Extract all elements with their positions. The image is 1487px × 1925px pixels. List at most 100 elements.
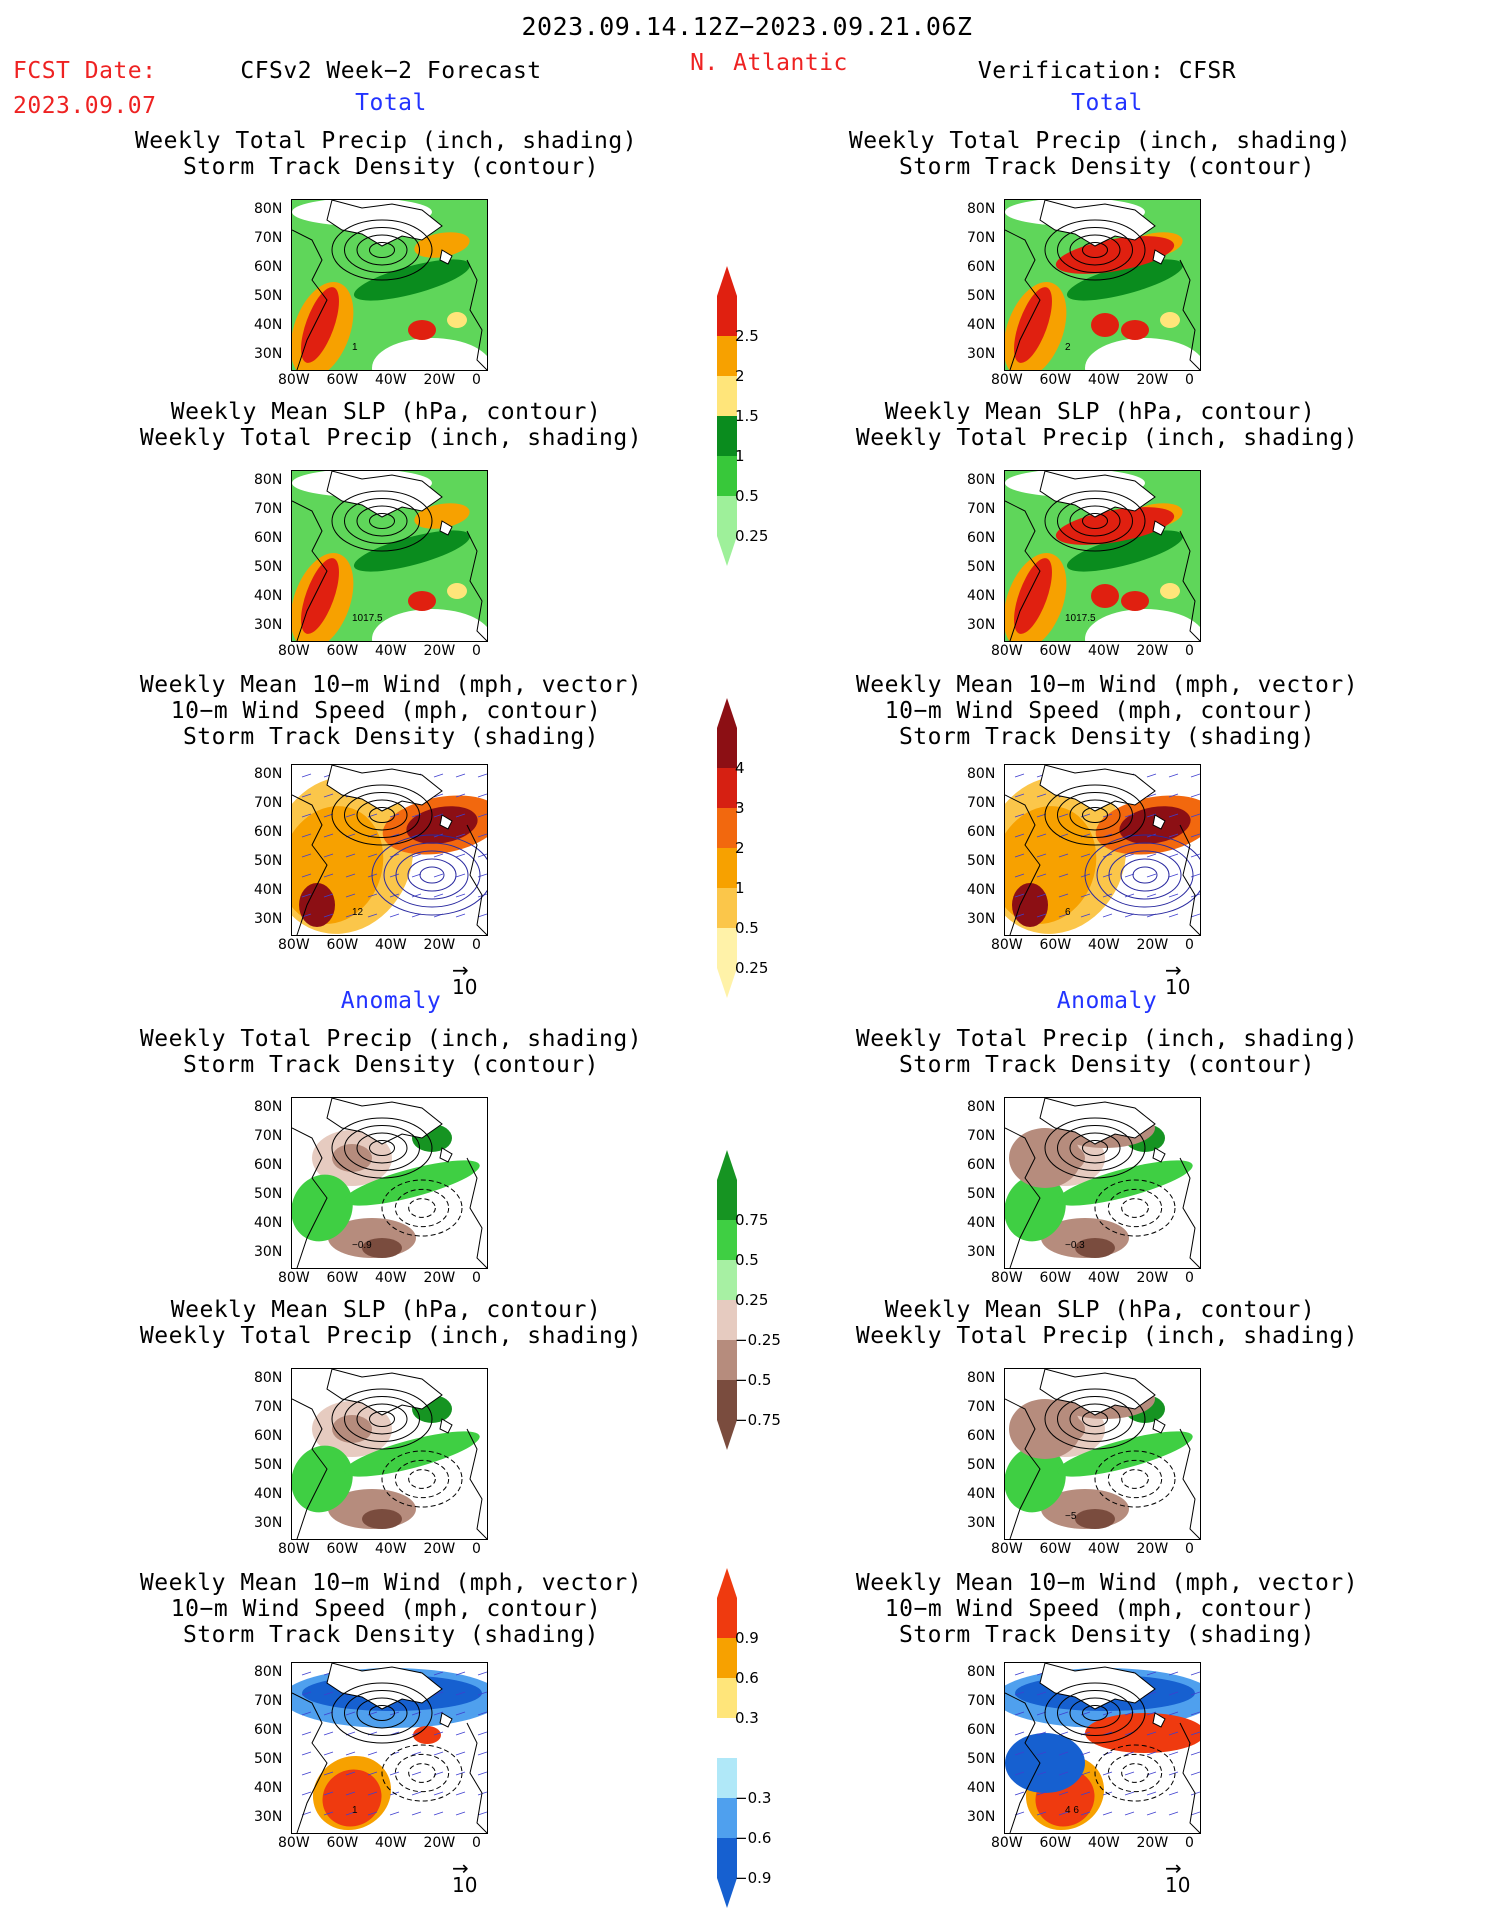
lon-tick-label: 0 bbox=[472, 1270, 481, 1286]
wind-vector bbox=[1080, 1751, 1091, 1756]
wind-vector bbox=[345, 1791, 356, 1796]
wind-vector bbox=[411, 1811, 422, 1816]
lon-tick-label: 0 bbox=[472, 1541, 481, 1557]
precip-max bbox=[408, 591, 436, 611]
colorbar-segment bbox=[717, 336, 737, 376]
lat-tick-label: 80N bbox=[967, 1370, 996, 1386]
wind-vector bbox=[345, 813, 356, 818]
lon-tick-label: 20W bbox=[423, 643, 456, 659]
lon-tick-label: 20W bbox=[423, 937, 456, 953]
contour-label: 1 bbox=[352, 342, 358, 353]
lon-tick-label: 60W bbox=[326, 643, 359, 659]
colorbar-tick-label: 0.25 bbox=[735, 959, 769, 977]
precip-max bbox=[1160, 583, 1180, 599]
precip-band bbox=[353, 530, 471, 572]
wind-vector bbox=[1168, 1731, 1179, 1736]
wind-vector bbox=[1146, 1731, 1157, 1736]
europe-africa-coastline bbox=[466, 530, 487, 641]
contour-line bbox=[356, 234, 408, 266]
wind-vector bbox=[1036, 1791, 1047, 1796]
ob-wind-title-3: Storm Track Density (shading) bbox=[898, 724, 1316, 750]
colorbar-segment bbox=[717, 848, 737, 888]
wind-vector bbox=[323, 853, 334, 858]
oa-slp-title-1: Weekly Mean SLP (hPa, contour) bbox=[884, 1297, 1316, 1323]
precip-max bbox=[1121, 320, 1149, 340]
wind-vector bbox=[1190, 773, 1200, 778]
wind-vector bbox=[1146, 873, 1157, 878]
colorbar-segment bbox=[717, 928, 737, 968]
dry-area bbox=[1085, 609, 1200, 641]
wind-vector bbox=[1014, 1771, 1025, 1776]
north-america-coastline bbox=[1005, 1692, 1041, 1833]
wind-vector bbox=[323, 1691, 334, 1696]
lat-tick-label: 80N bbox=[254, 201, 283, 217]
lat-tick-label: 60N bbox=[967, 824, 996, 840]
contour-label: 12 bbox=[352, 907, 364, 918]
lat-tick-label: 40N bbox=[967, 588, 996, 604]
fc-wind-title-1: Weekly Mean 10−m Wind (mph, vector) bbox=[139, 672, 643, 698]
lat-tick-label: 80N bbox=[967, 766, 996, 782]
wind-vector bbox=[411, 1791, 422, 1796]
wind-vector bbox=[345, 913, 356, 918]
europe-africa-coastline bbox=[1179, 259, 1200, 370]
contour-line bbox=[1082, 242, 1108, 258]
wind-vector bbox=[389, 1771, 400, 1776]
lat-tick-label: 50N bbox=[967, 559, 996, 575]
contour-line bbox=[369, 1705, 395, 1721]
wind-vector bbox=[433, 1691, 444, 1696]
lat-tick-label: 60N bbox=[254, 824, 283, 840]
lat-tick-label: 80N bbox=[254, 1664, 283, 1680]
colorbar-segment bbox=[717, 456, 737, 496]
colorbar-segment bbox=[717, 1798, 737, 1838]
lon-tick-label: 80W bbox=[991, 1541, 1023, 1557]
wind-vector bbox=[1190, 1811, 1200, 1816]
colorbar-tick-label: 2 bbox=[735, 839, 745, 857]
lat-tick-label: 30N bbox=[967, 346, 996, 362]
lat-tick-label: 80N bbox=[254, 1099, 283, 1115]
precip-max bbox=[301, 558, 339, 634]
fcst-date-value: 2023.09.07 bbox=[13, 93, 157, 119]
positive-anom bbox=[413, 1726, 441, 1744]
fc-wind-title-2: 10−m Wind Speed (mph, contour) bbox=[170, 698, 602, 724]
lon-tick-label: 60W bbox=[1039, 937, 1072, 953]
wind-vector bbox=[323, 1811, 334, 1816]
dry-anom bbox=[1075, 1238, 1115, 1258]
europe-africa-coastline bbox=[1179, 1157, 1200, 1268]
lat-tick-label: 40N bbox=[967, 317, 996, 333]
lat-tick-label: 80N bbox=[254, 766, 283, 782]
wind-vector bbox=[1058, 873, 1069, 878]
europe-africa-coastline bbox=[1179, 1722, 1200, 1833]
colorbar-segment bbox=[717, 808, 737, 848]
wind-vector bbox=[1190, 833, 1200, 838]
wind-speed-contour bbox=[371, 834, 487, 916]
lat-tick-label: 50N bbox=[254, 1186, 283, 1202]
map-oa-slp: −5 bbox=[1004, 1368, 1201, 1540]
wind-vector bbox=[1146, 1711, 1157, 1716]
contour-line bbox=[1057, 498, 1133, 544]
wind-vector bbox=[1168, 873, 1179, 878]
wind-vector bbox=[1058, 893, 1069, 898]
oa-precip-title-2: Storm Track Density (contour) bbox=[898, 1052, 1316, 1078]
map-ob-wind: 6 bbox=[1004, 764, 1201, 936]
wind-vector bbox=[433, 1791, 444, 1796]
lat-tick-label: 60N bbox=[254, 1722, 283, 1738]
lon-tick-label: 60W bbox=[1039, 1835, 1072, 1851]
wind-vector bbox=[1168, 1671, 1179, 1676]
lat-tick-label: 30N bbox=[967, 617, 996, 633]
lat-tick-label: 30N bbox=[254, 346, 283, 362]
colorbar-segment bbox=[717, 768, 737, 808]
wind-vector bbox=[1124, 893, 1135, 898]
wind-vector bbox=[367, 913, 378, 918]
wind-vector bbox=[1036, 893, 1047, 898]
greenland-outline bbox=[1039, 200, 1156, 247]
wind-vector bbox=[1146, 1791, 1157, 1796]
wind-vector bbox=[1014, 1731, 1025, 1736]
wind-vector bbox=[367, 893, 378, 898]
fa-slp-title-2: Weekly Total Precip (inch, shading) bbox=[139, 1323, 643, 1349]
fc-slp-title-2: Weekly Total Precip (inch, shading) bbox=[139, 425, 643, 451]
lon-tick-label: 80W bbox=[991, 1835, 1023, 1851]
wind-vector bbox=[433, 1671, 444, 1676]
wind-vector bbox=[1124, 1751, 1135, 1756]
colorbar-storm_total bbox=[717, 698, 737, 998]
lat-tick-label: 30N bbox=[967, 911, 996, 927]
